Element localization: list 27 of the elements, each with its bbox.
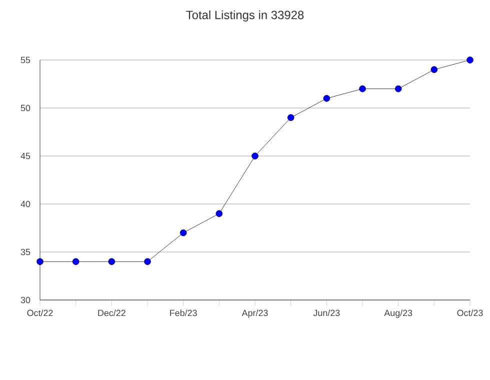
y-tick-label: 40 [20,200,30,208]
x-tick-label: Oct/23 [457,310,483,316]
point [252,152,258,160]
y-tick-label: 50 [20,104,30,112]
point [36,258,44,265]
x-tick-label: Feb/23 [170,310,197,316]
x-tick-label: Jun/23 [313,310,340,316]
x-tick-label: Apr/23 [242,310,268,318]
point [287,114,294,121]
chart-title: Total Listings in 33928 [186,10,304,22]
point [466,56,474,64]
x-tick-label: Dec/22 [98,310,126,316]
x-tick-label: Oct/22 [27,310,53,316]
point [430,66,438,73]
y-tick-label: 35 [20,248,30,256]
point [323,95,330,102]
x-tick-label: Aug/23 [384,310,412,318]
y-tick-label: 55 [20,56,30,64]
point [108,258,116,265]
y-tick-label: 30 [20,296,30,304]
point [394,85,402,92]
y-tick-label: 45 [20,152,30,160]
point [180,229,187,236]
point [359,85,366,92]
point [144,258,151,265]
point [216,210,223,217]
point [72,258,80,265]
